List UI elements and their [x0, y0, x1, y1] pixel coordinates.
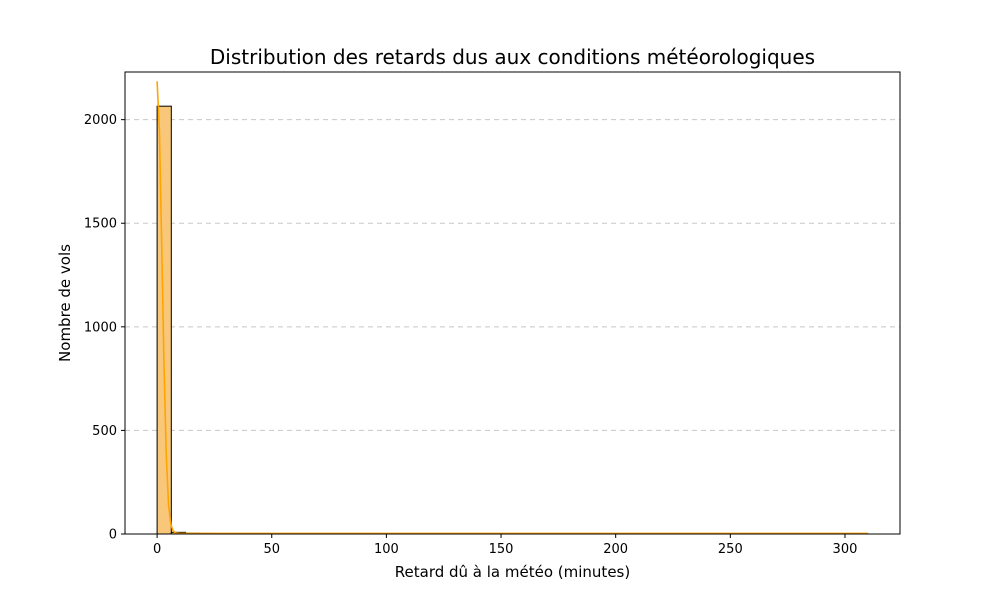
x-tick-label: 300 [833, 542, 858, 557]
x-tick-label: 0 [153, 542, 161, 557]
y-axis-label: Nombre de vols [56, 244, 74, 362]
y-tick-label: 0 [109, 528, 117, 543]
x-tick-label: 100 [374, 542, 399, 557]
x-axis-ticks: 0 50 100 150 200 250 300 [153, 534, 857, 557]
x-tick-label: 150 [489, 542, 514, 557]
chart-title: Distribution des retards dus aux conditi… [210, 45, 815, 69]
x-tick-label: 250 [718, 542, 743, 557]
x-tick-label: 200 [603, 542, 628, 557]
plot-frame [124, 71, 901, 535]
y-tick-label: 2000 [84, 113, 117, 128]
y-tick-label: 500 [92, 424, 117, 439]
histogram-bars [156, 105, 869, 535]
y-axis-ticks: 0 500 1000 1500 2000 [84, 113, 125, 543]
y-tick-label: 1500 [84, 217, 117, 232]
x-tick-label: 50 [263, 542, 280, 557]
gridlines [125, 119, 900, 431]
histogram-bar [156, 105, 172, 535]
y-tick-label: 1000 [84, 320, 117, 335]
x-axis-label: Retard dû à la météo (minutes) [395, 563, 630, 581]
kde-line [156, 81, 868, 535]
